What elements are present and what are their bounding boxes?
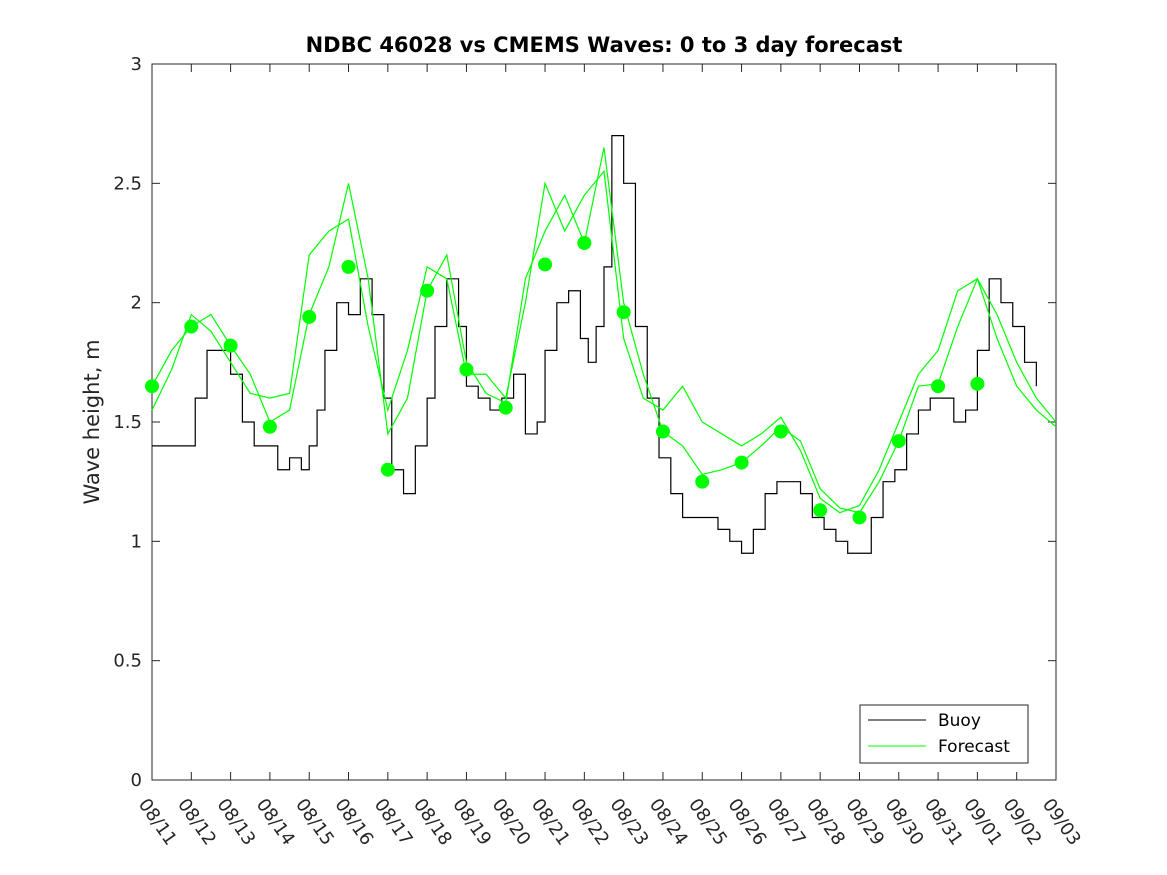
legend-box [859,704,1029,764]
x-tick-label: 08/23 [606,795,653,850]
forecast-marker [302,309,317,324]
x-tick-label: 08/19 [448,795,495,850]
legend: Buoy Forecast [859,704,1029,764]
x-tick-label: 08/14 [252,795,299,850]
forecast-marker [970,376,985,391]
forecast-marker [420,283,435,298]
forecast-marker [145,379,159,394]
chart-title: NDBC 46028 vs CMEMS Waves: 0 to 3 day fo… [306,33,903,57]
y-tick-label: 2.5 [113,173,142,194]
y-tick-label: 1 [131,531,142,552]
buoy-series-line [152,135,1037,554]
x-tick-label: 08/21 [527,795,574,850]
legend-buoy-label: Buoy [938,711,981,731]
x-tick-label: 08/17 [370,795,417,850]
forecast-marker [852,510,867,525]
x-tick-label: 08/11 [134,795,181,850]
x-tick-label: 08/30 [881,795,928,850]
x-tick-label: 08/13 [213,795,260,850]
x-tick-label: 09/03 [1038,795,1085,850]
forecast-marker [341,259,356,274]
forecast-series-line [151,169,1057,514]
x-tick-label: 08/15 [291,795,338,850]
x-tick-label: 08/28 [802,795,849,850]
x-tick-label: 08/25 [684,795,731,850]
x-tick-label: 09/01 [959,795,1006,850]
x-tick-label: 08/29 [841,795,888,850]
forecast-marker [459,362,474,377]
series-group [151,135,1057,554]
forecast-marker [498,400,513,415]
x-tick-label: 08/18 [409,795,456,850]
forecast-marker [813,503,828,518]
x-tick-label: 08/16 [330,795,377,850]
x-tick-label: 08/22 [566,795,613,850]
forecast-marker [538,257,553,272]
y-axis-label: Wave height, m [80,339,104,504]
y-tick-label: 3 [131,54,142,75]
forecast-marker [380,462,395,477]
forecast-marker [931,379,946,394]
x-tick-label: 08/31 [920,795,967,850]
forecast-marker [734,455,749,470]
x-tick-label: 08/26 [723,795,770,850]
forecast-marker [184,319,199,334]
forecast-marker [695,474,710,489]
forecast-marker [262,419,277,434]
forecast-marker [223,338,238,353]
legend-forecast-label: Forecast [938,737,1010,757]
x-tick-label: 08/12 [173,795,220,850]
y-tick-label: 2 [131,293,142,314]
forecast-marker [773,424,788,439]
y-ticks: 0 0.5 1 1.5 2 2.5 3 [113,54,1056,791]
y-tick-label: 1.5 [113,412,142,433]
forecast-series-line [151,147,1057,514]
forecast-marker [891,434,906,449]
marker-group [145,236,985,525]
x-tick-label: 08/24 [645,795,692,850]
forecast-marker [655,424,670,439]
x-tick-label: 08/20 [488,795,535,850]
forecast-marker [616,305,631,320]
y-tick-label: 0 [131,770,142,791]
x-tick-label: 09/02 [999,795,1046,850]
forecast-marker [577,236,592,250]
x-tick-label: 08/27 [763,795,810,850]
y-tick-label: 0.5 [113,651,142,672]
